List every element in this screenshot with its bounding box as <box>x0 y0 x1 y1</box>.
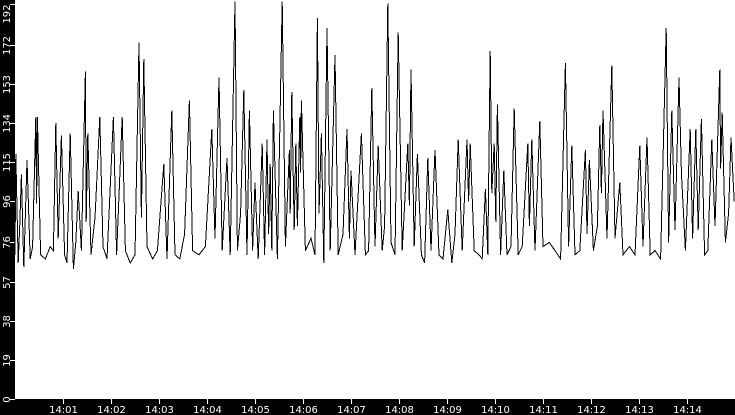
y-tick-label: 134 <box>2 114 13 133</box>
y-tick-label: 115 <box>2 153 13 172</box>
x-tick-label: 14:14 <box>673 405 702 415</box>
y-tick-label: 172 <box>2 36 13 55</box>
x-tick-label: 14:02 <box>97 405 126 415</box>
x-tick-label: 14:11 <box>529 405 558 415</box>
y-axis: 0 19 38 57 76 96 115 134 153 172 192 <box>2 4 15 403</box>
x-tick-label: 14:03 <box>145 405 174 415</box>
x-tick-label: 14:09 <box>433 405 462 415</box>
x-tick-label: 14:01 <box>49 405 78 415</box>
plot-area <box>15 0 735 399</box>
y-tick-label: 96 <box>2 195 13 208</box>
x-tick-label: 14:05 <box>241 405 270 415</box>
x-tick-label: 14:06 <box>289 405 318 415</box>
x-tick-label: 14:07 <box>337 405 366 415</box>
x-axis: 14:01 14:02 14:03 14:04 14:05 14:06 14:07 14:08… <box>49 399 702 415</box>
y-tick-label: 0 <box>2 396 13 402</box>
x-tick-label: 14:10 <box>481 405 510 415</box>
x-tick-label: 14:04 <box>193 405 222 415</box>
x-tick-label: 14:08 <box>385 405 414 415</box>
y-tick-label: 192 <box>2 5 13 24</box>
series-line <box>14 1 735 270</box>
y-tick-label: 19 <box>2 354 13 367</box>
y-tick-label: 57 <box>2 276 13 289</box>
x-tick-label: 14:13 <box>625 405 654 415</box>
y-tick-label: 38 <box>2 315 13 328</box>
y-tick-label: 76 <box>2 236 13 249</box>
y-tick-label: 153 <box>2 75 13 94</box>
x-tick-label: 14:12 <box>577 405 606 415</box>
